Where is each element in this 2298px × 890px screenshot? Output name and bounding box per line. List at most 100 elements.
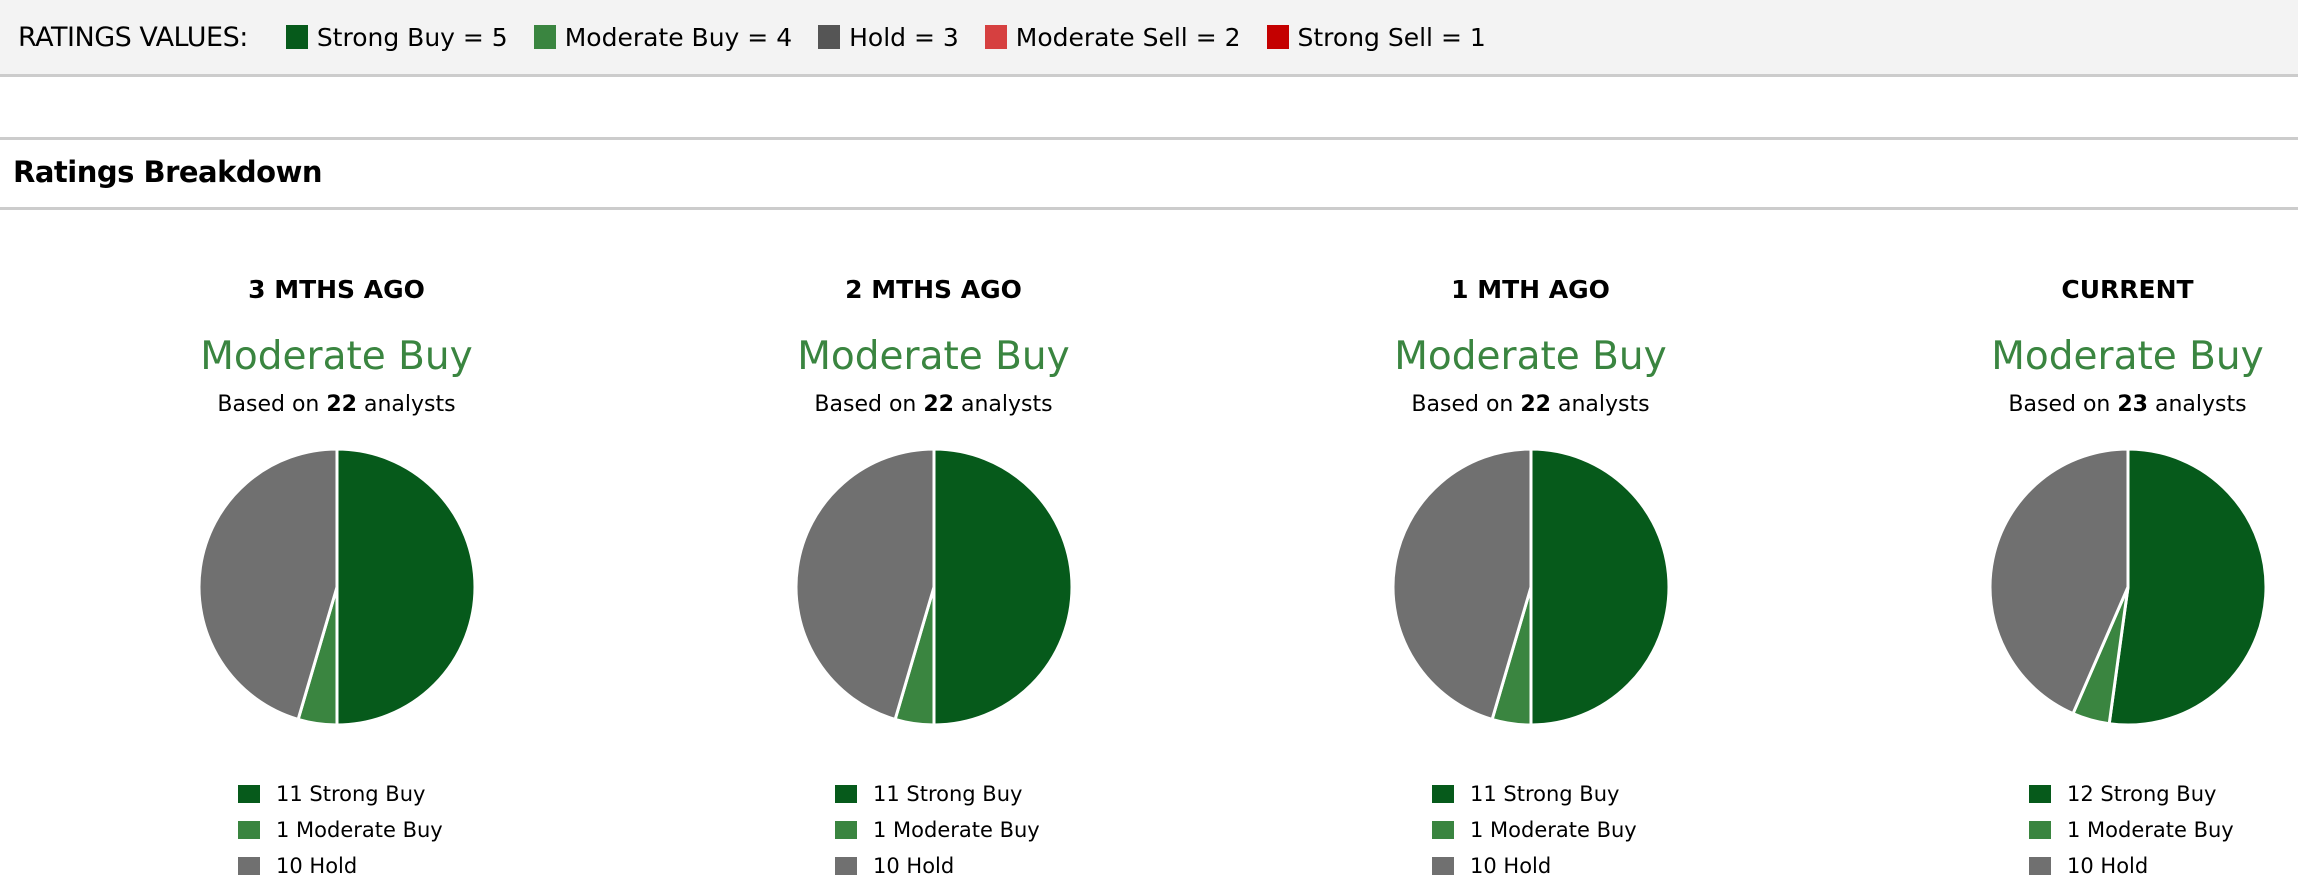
color-swatch-icon xyxy=(238,857,260,875)
pie-legend-label: 11 Strong Buy xyxy=(873,782,1023,806)
pie-chart xyxy=(1391,447,1670,727)
color-swatch-icon xyxy=(835,821,857,839)
pie-legend-item: 11 Strong Buy xyxy=(835,776,1040,812)
pie-legend-item: 10 Hold xyxy=(2029,848,2234,884)
pie-legend-label: 1 Moderate Buy xyxy=(276,818,443,842)
rating-value-item: Moderate Buy = 4 xyxy=(533,22,793,52)
color-swatch-icon xyxy=(2029,821,2051,839)
pie-slice[interactable] xyxy=(932,447,1073,727)
rating-value-item: Moderate Sell = 2 xyxy=(984,22,1241,52)
pie-legend: 12 Strong Buy 1 Moderate Buy 10 Hold xyxy=(2029,776,2234,884)
color-swatch-icon xyxy=(1266,25,1289,49)
pie-legend-item: 1 Moderate Buy xyxy=(835,812,1040,848)
based-prefix: Based on xyxy=(1411,392,1514,417)
pie-slice[interactable] xyxy=(1988,447,2129,716)
pie-legend-item: 11 Strong Buy xyxy=(238,776,443,812)
pie-legend-label: 1 Moderate Buy xyxy=(1470,818,1637,842)
analysts-number: 22 xyxy=(326,392,357,417)
color-swatch-icon xyxy=(238,785,260,803)
pie-legend-label: 10 Hold xyxy=(276,854,358,878)
consensus-rating: Moderate Buy xyxy=(1394,334,1667,379)
color-swatch-icon xyxy=(2029,785,2051,803)
section-title: Ratings Breakdown xyxy=(13,155,323,189)
color-swatch-icon xyxy=(1432,857,1454,875)
pie-legend-item: 12 Strong Buy xyxy=(2029,776,2234,812)
pie-legend-label: 10 Hold xyxy=(1470,854,1552,878)
pie-legend: 11 Strong Buy 1 Moderate Buy 10 Hold xyxy=(1432,776,1637,884)
divider xyxy=(0,207,2298,210)
based-suffix: analysts xyxy=(2154,392,2247,417)
pie-legend-item: 1 Moderate Buy xyxy=(1432,812,1637,848)
based-suffix: analysts xyxy=(960,392,1053,417)
consensus-rating: Moderate Buy xyxy=(200,334,473,379)
rating-value-label: Moderate Sell = 2 xyxy=(1015,22,1241,52)
pie-slice[interactable] xyxy=(197,447,338,721)
analyst-count: Based on 22 analysts xyxy=(635,390,1232,420)
ratings-values-bar: RATINGS VALUES: Strong Buy = 5 Moderate B… xyxy=(0,0,2298,77)
color-swatch-icon xyxy=(1432,821,1454,839)
pie-chart xyxy=(794,447,1073,727)
pie-legend-label: 1 Moderate Buy xyxy=(2067,818,2234,842)
analyst-count: Based on 22 analysts xyxy=(1232,390,1829,420)
color-swatch-icon xyxy=(238,821,260,839)
period-title: 1 MTH AGO xyxy=(1451,275,1610,304)
ratings-values-legend: Strong Buy = 5 Moderate Buy = 4 Hold = 3 Mo… xyxy=(285,22,1512,52)
rating-value-label: Strong Sell = 1 xyxy=(1297,22,1486,52)
pie-legend-label: 11 Strong Buy xyxy=(1470,782,1620,806)
rating-value-label: Hold = 3 xyxy=(849,22,959,52)
pie-slice[interactable] xyxy=(1391,447,1532,721)
consensus-rating: Moderate Buy xyxy=(1991,334,2264,379)
pie-legend: 11 Strong Buy 1 Moderate Buy 10 Hold xyxy=(835,776,1040,884)
pie-legend-label: 11 Strong Buy xyxy=(276,782,426,806)
rating-value-label: Strong Buy = 5 xyxy=(316,22,508,52)
color-swatch-icon xyxy=(533,25,556,49)
pie-slice[interactable] xyxy=(2107,447,2267,727)
rating-value-item: Hold = 3 xyxy=(818,23,959,52)
color-swatch-icon xyxy=(984,25,1007,49)
pie-legend-item: 10 Hold xyxy=(238,848,443,884)
ratings-values-label: RATINGS VALUES: xyxy=(18,21,248,53)
rating-value-label: Moderate Buy = 4 xyxy=(564,22,793,52)
rating-period-2: 1 MTH AGO Moderate Buy Based on 22 analy… xyxy=(1232,260,1829,878)
color-swatch-icon xyxy=(835,857,857,875)
pie-slice[interactable] xyxy=(335,447,476,727)
color-swatch-icon xyxy=(1432,785,1454,803)
period-title: 3 MTHS AGO xyxy=(248,275,425,304)
rating-value-item: Strong Sell = 1 xyxy=(1266,22,1486,52)
period-title: CURRENT xyxy=(2061,275,2194,304)
consensus-rating: Moderate Buy xyxy=(797,334,1070,379)
color-swatch-icon xyxy=(835,785,857,803)
pie-legend-label: 10 Hold xyxy=(873,854,955,878)
color-swatch-icon xyxy=(2029,857,2051,875)
rating-value-item: Strong Buy = 5 xyxy=(285,22,508,52)
pie-legend-item: 11 Strong Buy xyxy=(1432,776,1637,812)
pie-legend: 11 Strong Buy 1 Moderate Buy 10 Hold xyxy=(238,776,443,884)
analysts-number: 23 xyxy=(2117,392,2148,417)
based-prefix: Based on xyxy=(2008,392,2111,417)
pie-chart xyxy=(1988,447,2267,727)
analysts-number: 22 xyxy=(1520,392,1551,417)
based-suffix: analysts xyxy=(1557,392,1650,417)
divider xyxy=(0,137,2298,140)
pie-legend-label: 10 Hold xyxy=(2067,854,2149,878)
analysts-number: 22 xyxy=(923,392,954,417)
rating-period-0: 3 MTHS AGO Moderate Buy Based on 22 anal… xyxy=(38,260,635,878)
pie-slice[interactable] xyxy=(1529,447,1670,727)
pie-legend-item: 10 Hold xyxy=(835,848,1040,884)
pie-slice[interactable] xyxy=(794,447,935,721)
color-swatch-icon xyxy=(285,25,308,49)
pie-legend-label: 1 Moderate Buy xyxy=(873,818,1040,842)
analyst-count: Based on 23 analysts xyxy=(1829,390,2298,420)
pie-legend-item: 1 Moderate Buy xyxy=(2029,812,2234,848)
rating-period-3: CURRENT Moderate Buy Based on 23 analyst… xyxy=(1829,260,2298,878)
period-title: 2 MTHS AGO xyxy=(845,275,1022,304)
pie-legend-item: 1 Moderate Buy xyxy=(238,812,443,848)
based-suffix: analysts xyxy=(363,392,456,417)
color-swatch-icon xyxy=(818,25,841,49)
based-prefix: Based on xyxy=(217,392,320,417)
pie-chart xyxy=(197,447,476,727)
pie-legend-item: 10 Hold xyxy=(1432,848,1637,884)
rating-period-1: 2 MTHS AGO Moderate Buy Based on 22 anal… xyxy=(635,260,1232,878)
pie-legend-label: 12 Strong Buy xyxy=(2067,782,2217,806)
analyst-count: Based on 22 analysts xyxy=(38,390,635,420)
